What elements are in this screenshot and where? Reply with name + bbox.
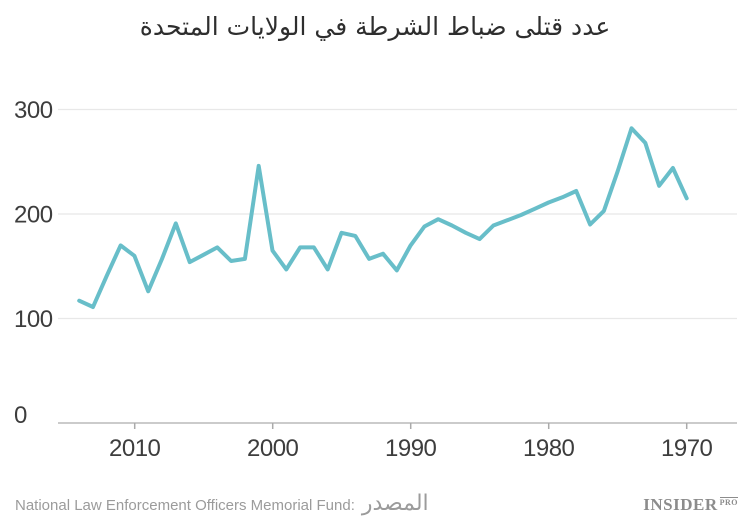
y-tick-label-200: 200 <box>14 202 53 229</box>
x-tick-label-1980: 1980 <box>523 435 575 462</box>
x-axis-labels: 2010 2000 1990 1980 1970 <box>109 435 713 462</box>
y-tick-label-0: 0 <box>14 402 27 429</box>
chart-title: عدد قتلى ضباط الشرطة في الولايات المتحدة <box>139 12 611 41</box>
x-axis-tickmarks <box>133 423 688 429</box>
x-tick-label-1990: 1990 <box>385 435 437 462</box>
y-tick-label-100: 100 <box>14 306 53 333</box>
insiderpro-logo: INSIDER PRO <box>643 496 738 513</box>
x-tick-label-2000: 2000 <box>247 435 299 462</box>
footer: National Law Enforcement Officers Memori… <box>15 491 738 516</box>
gridlines <box>58 108 737 320</box>
x-tick-label-2010: 2010 <box>109 435 161 462</box>
data-line <box>77 126 689 309</box>
logo-pro-badge: PRO <box>719 497 738 507</box>
x-tick-label-1970: 1970 <box>661 435 713 462</box>
y-axis-labels: 300 200 100 0 <box>14 97 53 429</box>
source-text-en: National Law Enforcement Officers Memori… <box>15 497 355 514</box>
logo-insider-text: INSIDER <box>643 495 718 514</box>
y-tick-label-300: 300 <box>14 97 53 124</box>
source-text-ar: المصدر <box>361 491 429 516</box>
